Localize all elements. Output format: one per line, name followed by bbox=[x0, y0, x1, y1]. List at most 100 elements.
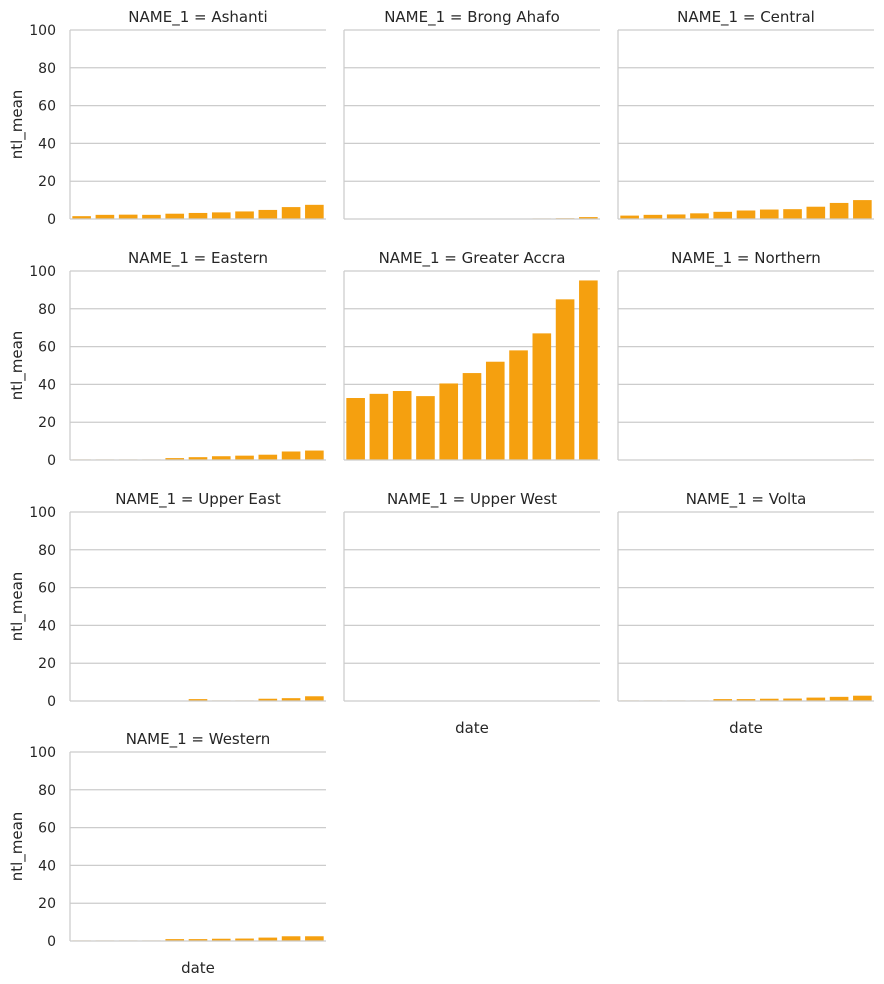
x-axis-label: date bbox=[181, 959, 215, 977]
y-tick-label: 80 bbox=[38, 543, 56, 559]
y-tick-label: 40 bbox=[38, 377, 56, 393]
bar bbox=[806, 697, 826, 701]
bar bbox=[235, 211, 254, 219]
bar bbox=[829, 696, 849, 701]
y-tick-label: 100 bbox=[29, 745, 56, 761]
y-tick-label: 80 bbox=[38, 302, 56, 318]
y-tick-label: 40 bbox=[38, 618, 56, 634]
bar bbox=[555, 299, 575, 460]
bar bbox=[142, 214, 161, 219]
bar bbox=[829, 202, 849, 219]
bar bbox=[392, 391, 412, 460]
bar bbox=[188, 212, 208, 219]
bar bbox=[211, 456, 231, 460]
y-tick-label: 80 bbox=[38, 61, 56, 77]
bar bbox=[369, 393, 389, 460]
bar bbox=[211, 938, 231, 941]
bar bbox=[211, 212, 231, 219]
facet-title: NAME_1 = Upper East bbox=[115, 490, 281, 509]
bar bbox=[690, 213, 709, 219]
y-tick-label: 100 bbox=[29, 264, 56, 280]
y-tick-label: 20 bbox=[38, 896, 56, 912]
y-tick-label: 100 bbox=[29, 505, 56, 521]
y-tick-label: 40 bbox=[38, 136, 56, 152]
facet-panel: NAME_1 = Upper West date bbox=[343, 490, 600, 737]
bar bbox=[346, 398, 365, 460]
bar bbox=[258, 209, 278, 219]
bar bbox=[666, 214, 686, 219]
facet-panel: NAME_1 = Volta date bbox=[617, 490, 874, 737]
y-tick-label: 40 bbox=[38, 858, 56, 874]
bar bbox=[783, 209, 802, 219]
facet-panel: NAME_1 = Brong Ahafo bbox=[343, 8, 600, 220]
x-axis-label: date bbox=[455, 719, 489, 737]
bar bbox=[188, 457, 208, 460]
x-axis-label: date bbox=[729, 719, 763, 737]
y-tick-label: 100 bbox=[29, 23, 56, 39]
y-tick-label: 0 bbox=[47, 212, 56, 228]
y-axis-label: ntl_mean bbox=[8, 331, 27, 401]
bar bbox=[462, 373, 482, 460]
bar bbox=[783, 698, 802, 701]
y-axis-label: ntl_mean bbox=[8, 90, 27, 160]
facet-title: NAME_1 = Central bbox=[677, 8, 815, 27]
bar bbox=[305, 450, 324, 460]
y-tick-label: 60 bbox=[38, 821, 56, 837]
bar bbox=[188, 939, 208, 941]
facet-title: NAME_1 = Brong Ahafo bbox=[384, 8, 560, 27]
bar bbox=[281, 936, 301, 941]
bar bbox=[579, 280, 598, 460]
bar bbox=[258, 698, 278, 701]
facet-panel: NAME_1 = Greater Accra bbox=[343, 249, 600, 461]
bar bbox=[281, 207, 301, 219]
bar bbox=[258, 454, 278, 460]
y-tick-label: 80 bbox=[38, 783, 56, 799]
bar bbox=[485, 361, 505, 460]
bar bbox=[165, 939, 185, 941]
y-axis-label: ntl_mean bbox=[8, 812, 27, 882]
bar bbox=[713, 699, 733, 701]
bar bbox=[305, 204, 324, 219]
facet-panel: NAME_1 = Upper East 0 20 40 60 80 100 ntl_mean bbox=[8, 490, 326, 710]
facet-title: NAME_1 = Volta bbox=[686, 490, 807, 509]
bar bbox=[643, 214, 663, 219]
bar bbox=[305, 936, 324, 941]
bar bbox=[853, 695, 872, 701]
bar bbox=[165, 213, 185, 219]
bar bbox=[258, 937, 278, 941]
y-tick-label: 60 bbox=[38, 581, 56, 597]
bar bbox=[165, 458, 185, 460]
y-tick-label: 60 bbox=[38, 99, 56, 115]
y-tick-label: 0 bbox=[47, 934, 56, 950]
y-tick-label: 0 bbox=[47, 694, 56, 710]
facet-panel: NAME_1 = Ashanti 0 20 40 60 80 100 ntl_mean bbox=[8, 8, 326, 228]
y-tick-label: 60 bbox=[38, 340, 56, 356]
facet-panel: NAME_1 = Northern bbox=[617, 249, 874, 461]
facet-title: NAME_1 = Western bbox=[126, 730, 271, 749]
bar bbox=[416, 396, 435, 460]
bar bbox=[188, 699, 208, 701]
bar bbox=[759, 698, 779, 701]
facet-title: NAME_1 = Greater Accra bbox=[379, 249, 566, 268]
bar bbox=[95, 214, 115, 219]
y-tick-label: 20 bbox=[38, 174, 56, 190]
facet-title: NAME_1 = Ashanti bbox=[128, 8, 267, 27]
bar bbox=[579, 217, 598, 219]
bar bbox=[235, 938, 254, 941]
facet-panel: NAME_1 = Central bbox=[617, 8, 874, 220]
bar bbox=[281, 698, 301, 701]
bar bbox=[736, 699, 756, 701]
bar bbox=[118, 214, 138, 219]
facet-title: NAME_1 = Northern bbox=[671, 249, 821, 268]
bar bbox=[759, 209, 779, 219]
bar bbox=[853, 200, 872, 219]
bar bbox=[305, 696, 324, 701]
y-tick-label: 20 bbox=[38, 415, 56, 431]
bar bbox=[281, 451, 301, 460]
facet-title: NAME_1 = Eastern bbox=[128, 249, 268, 268]
bar bbox=[713, 211, 733, 219]
bar bbox=[736, 210, 756, 219]
y-tick-label: 20 bbox=[38, 656, 56, 672]
